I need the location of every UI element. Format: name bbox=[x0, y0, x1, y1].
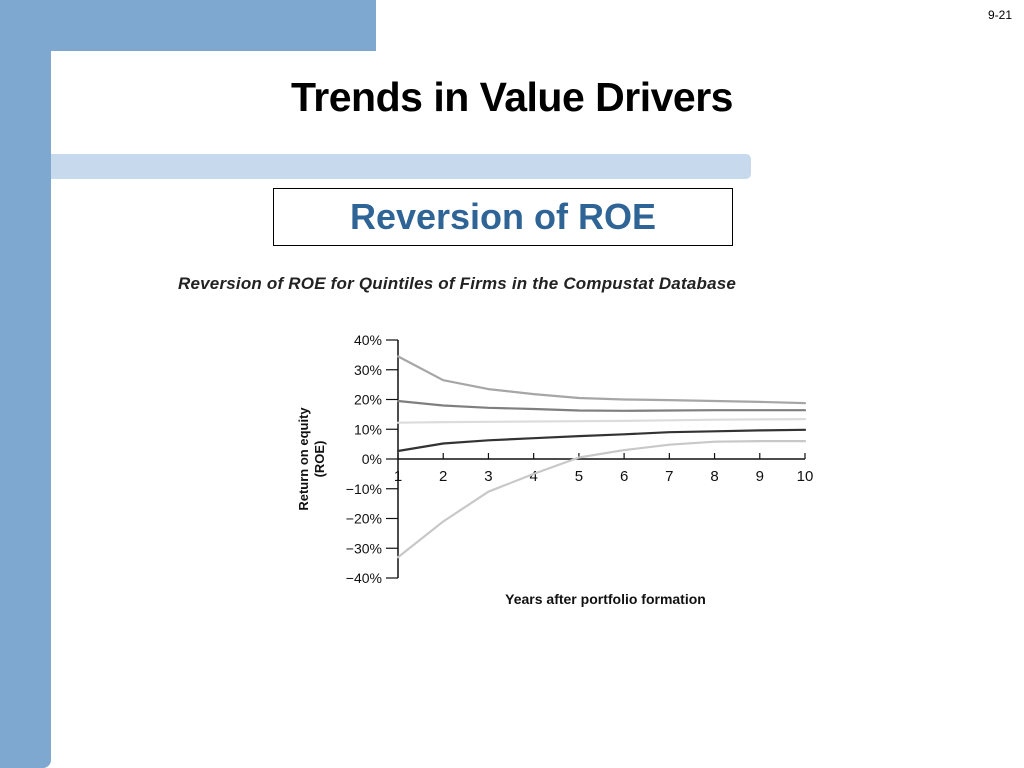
y-axis-label: Return on equity(ROE) bbox=[296, 407, 327, 511]
chart-title: Reversion of ROE for Quintiles of Firms … bbox=[178, 274, 737, 293]
y-tick-label: −20% bbox=[346, 511, 382, 527]
y-tick-label: 30% bbox=[354, 362, 382, 378]
x-tick-label: 1 bbox=[394, 468, 402, 485]
roe-reversion-chart: 40% 30% 20% 10% 0% −10% −20% −30% −40% 1 2 3 4 5 6 7 8 9 1… bbox=[296, 332, 814, 607]
series-line-3 bbox=[396, 417, 807, 424]
series-line-2 bbox=[396, 399, 807, 412]
subtitle-text: Reversion of ROE bbox=[349, 196, 657, 237]
x-tick-label: 7 bbox=[665, 468, 673, 485]
x-tick-label: 9 bbox=[756, 468, 764, 485]
left-accent-bar bbox=[0, 0, 51, 768]
y-tick-label: 20% bbox=[354, 392, 382, 408]
subtitle-box: Reversion of ROE bbox=[273, 188, 733, 246]
y-tick-label: −40% bbox=[346, 570, 382, 586]
x-tick-label: 4 bbox=[529, 468, 537, 485]
y-axis-label-line: Return on equity bbox=[296, 407, 311, 511]
x-tick-label: 2 bbox=[439, 468, 447, 485]
y-tick-label: −30% bbox=[346, 540, 382, 556]
series-line-5 bbox=[396, 439, 807, 559]
x-tick-label: 3 bbox=[484, 468, 492, 485]
y-tick-label: −10% bbox=[346, 481, 382, 497]
y-tick-label: 40% bbox=[354, 332, 382, 348]
slide-title: Trends in Value Drivers bbox=[291, 74, 733, 120]
y-axis-label-line: (ROE) bbox=[312, 441, 327, 478]
series-line-4 bbox=[396, 428, 807, 453]
title-underline-bar bbox=[51, 154, 751, 179]
top-accent-bar bbox=[0, 0, 376, 51]
y-tick-label: 10% bbox=[354, 421, 382, 437]
x-tick-label: 6 bbox=[620, 468, 628, 485]
x-tick-label: 8 bbox=[710, 468, 718, 485]
y-tick-label: 0% bbox=[362, 451, 382, 467]
x-tick-label: 5 bbox=[575, 468, 583, 485]
x-axis-label: Years after portfolio formation bbox=[505, 591, 706, 607]
slide-number: 9-21 bbox=[987, 8, 1012, 22]
x-tick-label: 10 bbox=[797, 468, 814, 485]
series-line-1 bbox=[396, 355, 807, 405]
